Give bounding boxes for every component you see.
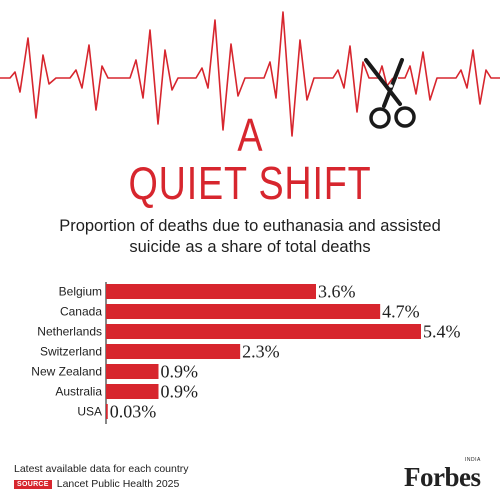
bar — [106, 384, 159, 399]
value-label: 0.03% — [110, 402, 157, 422]
value-label: 4.7% — [382, 302, 420, 322]
footnote: Latest available data for each country — [14, 463, 189, 475]
ecg-line-right — [398, 49, 500, 105]
source-badge: SOURCE — [14, 479, 52, 489]
forbes-logo: Forbes — [404, 462, 481, 492]
title-line-1: A — [237, 109, 263, 161]
category-label: USA — [77, 405, 102, 419]
source-line: SOURCE Lancet Public Health 2025 — [14, 478, 179, 490]
category-label: Canada — [60, 305, 102, 319]
subtitle-line-1: Proportion of deaths due to euthanasia a… — [59, 217, 441, 235]
bar — [106, 344, 241, 359]
value-label: 3.6% — [318, 282, 356, 302]
category-label: Switzerland — [40, 345, 102, 359]
logo-subtext: INDIA — [465, 457, 481, 463]
bar — [106, 324, 421, 339]
title-line-2: QUIET SHIFT — [128, 157, 372, 209]
category-label: Belgium — [59, 285, 102, 299]
subtitle-line-2: suicide as a share of total deaths — [129, 238, 371, 256]
value-label: 5.4% — [423, 322, 461, 342]
category-label: New Zealand — [31, 365, 102, 379]
value-label: 0.9% — [161, 382, 199, 402]
value-label: 0.9% — [161, 362, 199, 382]
value-label: 2.3% — [242, 342, 280, 362]
bar — [106, 364, 159, 379]
bar — [106, 404, 108, 419]
bar — [106, 284, 316, 299]
ecg-line-left — [0, 11, 394, 137]
category-label: Netherlands — [37, 325, 102, 339]
bar-chart: Belgium 3.6% Canada 4.7% Netherlands 5.4% Swit… — [31, 282, 461, 424]
category-label: Australia — [55, 385, 102, 399]
source-text: Lancet Public Health 2025 — [56, 478, 180, 490]
scissors-icon — [364, 58, 416, 129]
subtitle: Proportion of deaths due to euthanasia a… — [30, 216, 470, 258]
bar — [106, 304, 381, 319]
ecg-line-graphic — [0, 11, 500, 137]
